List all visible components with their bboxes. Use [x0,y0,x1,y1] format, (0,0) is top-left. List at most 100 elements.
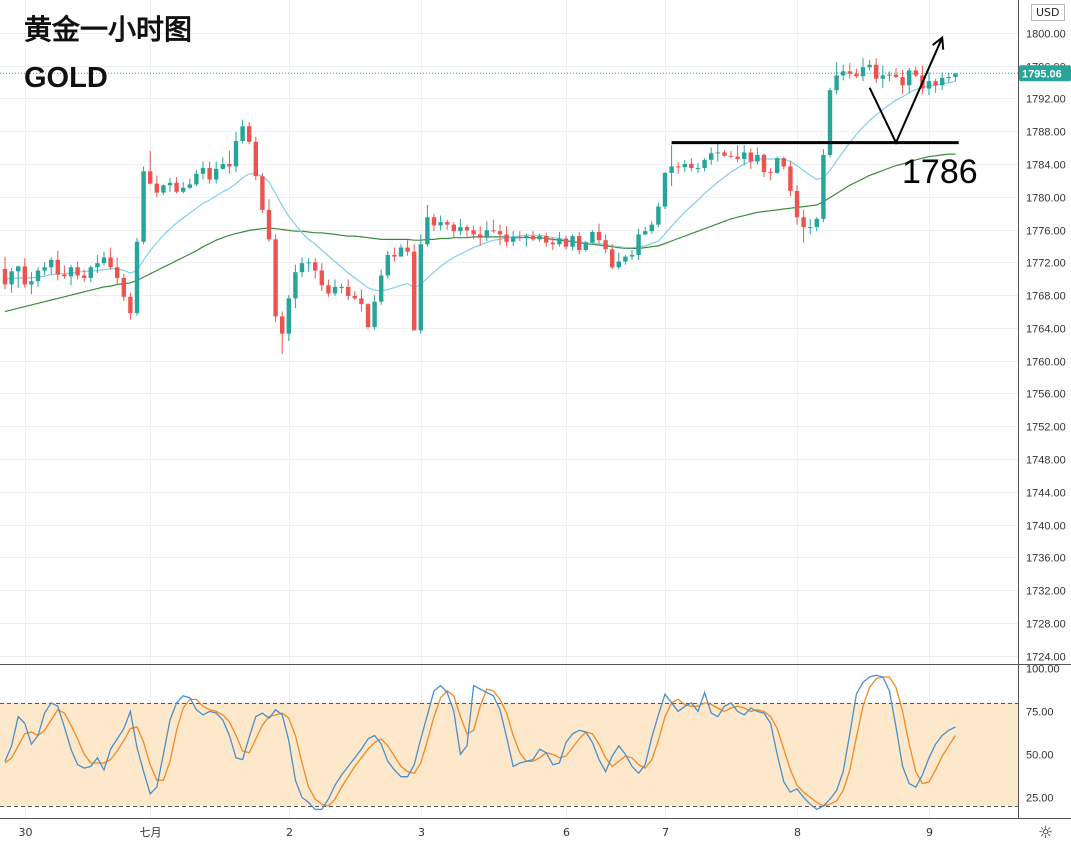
candle [590,230,595,244]
oscillator-tick-label: 75.00 [1026,706,1054,718]
candle [451,222,456,238]
price-tick-label: 1776.00 [1026,226,1066,238]
candle [379,269,384,305]
price-tick-label: 1748.00 [1026,455,1066,467]
candle [438,215,443,231]
candle [504,226,509,247]
oscillator-k-line [4,674,956,811]
candle [385,250,390,279]
candle [121,273,126,301]
candle [425,204,430,247]
candle [603,234,608,254]
candle [887,71,892,82]
candle [29,272,34,295]
candle [643,227,648,236]
candle [115,257,120,285]
time-tick-label: 30 [19,826,33,839]
candle [867,59,872,71]
last-price-tag: 1795.06 [1019,65,1071,82]
price-tick-label: 1740.00 [1026,521,1066,533]
candle [577,231,582,255]
candle [200,161,206,180]
candle [445,219,450,230]
last-price-value: 1795.06 [1022,68,1062,80]
candle [761,153,767,178]
candle [900,69,905,95]
candle [841,64,846,81]
candle [16,265,21,288]
candle [181,181,186,194]
candle [940,72,945,91]
price-tick-label: 1784.00 [1026,160,1066,172]
candle [326,279,331,297]
candle [511,231,516,246]
candle [907,68,912,94]
oscillator-tick-label: 100.00 [1026,663,1060,675]
support-level-label: 1786 [902,153,978,191]
candle [808,218,813,235]
candle [352,291,357,301]
price-tick-label: 1752.00 [1026,422,1066,434]
candle [148,150,153,185]
price-tick-label: 1724.00 [1026,652,1066,664]
candle [280,311,285,355]
price-tick-label: 1800.00 [1026,29,1066,41]
candle [649,221,654,234]
candle [537,233,542,242]
price-tick-label: 1736.00 [1026,553,1066,565]
candle [801,209,806,243]
time-axis[interactable]: 30 七月 2 3 6 7 8 9 [19,826,934,839]
time-tick-label: 3 [418,826,425,839]
candle [22,258,27,288]
price-tick-label: 1728.00 [1026,619,1066,631]
gear-icon[interactable]: ☼ [1038,823,1054,843]
candle [814,217,819,232]
candle [491,219,496,233]
candle [563,236,569,250]
candle [834,62,839,95]
candle [398,244,404,257]
candle [827,87,833,158]
candle [544,232,549,247]
candle [788,160,793,196]
candle [431,213,437,232]
candle [167,177,173,192]
candle [75,261,80,280]
currency-button[interactable]: USD [1031,4,1065,21]
candle [847,63,852,79]
price-tick-label: 1756.00 [1026,389,1066,401]
candle [392,247,397,262]
candle [748,148,753,169]
price-tick-label: 1788.00 [1026,127,1066,139]
candle [874,58,879,83]
oscillator-axis[interactable]: 25.00 50.00 75.00 100.00 [1026,663,1060,804]
candle [689,158,694,172]
candle [405,240,410,256]
price-tick-label: 1792.00 [1026,94,1066,106]
candle [497,224,503,246]
oscillator-d-line [4,676,956,807]
time-tick-label: 7 [662,826,669,839]
candle [946,72,951,83]
candle [669,145,674,187]
candle [247,122,252,145]
candle [629,250,635,260]
candle [293,264,298,309]
candle [313,258,318,279]
candle [775,156,780,174]
candle [339,283,344,294]
candle [141,166,146,245]
time-tick-label: 9 [926,826,933,839]
candle [101,251,107,266]
price-axis[interactable]: 1724.00 1728.00 1732.00 1736.00 1740.00 1744.… [1026,29,1066,664]
chart-title: 黄金一小时图 [24,13,193,46]
candle [676,162,681,174]
candle [715,143,720,162]
candle [134,237,140,316]
candle [695,163,701,173]
arrow-head-icon [932,35,945,50]
candle [286,295,291,342]
price-tick-label: 1772.00 [1026,258,1066,270]
candle [161,184,166,196]
